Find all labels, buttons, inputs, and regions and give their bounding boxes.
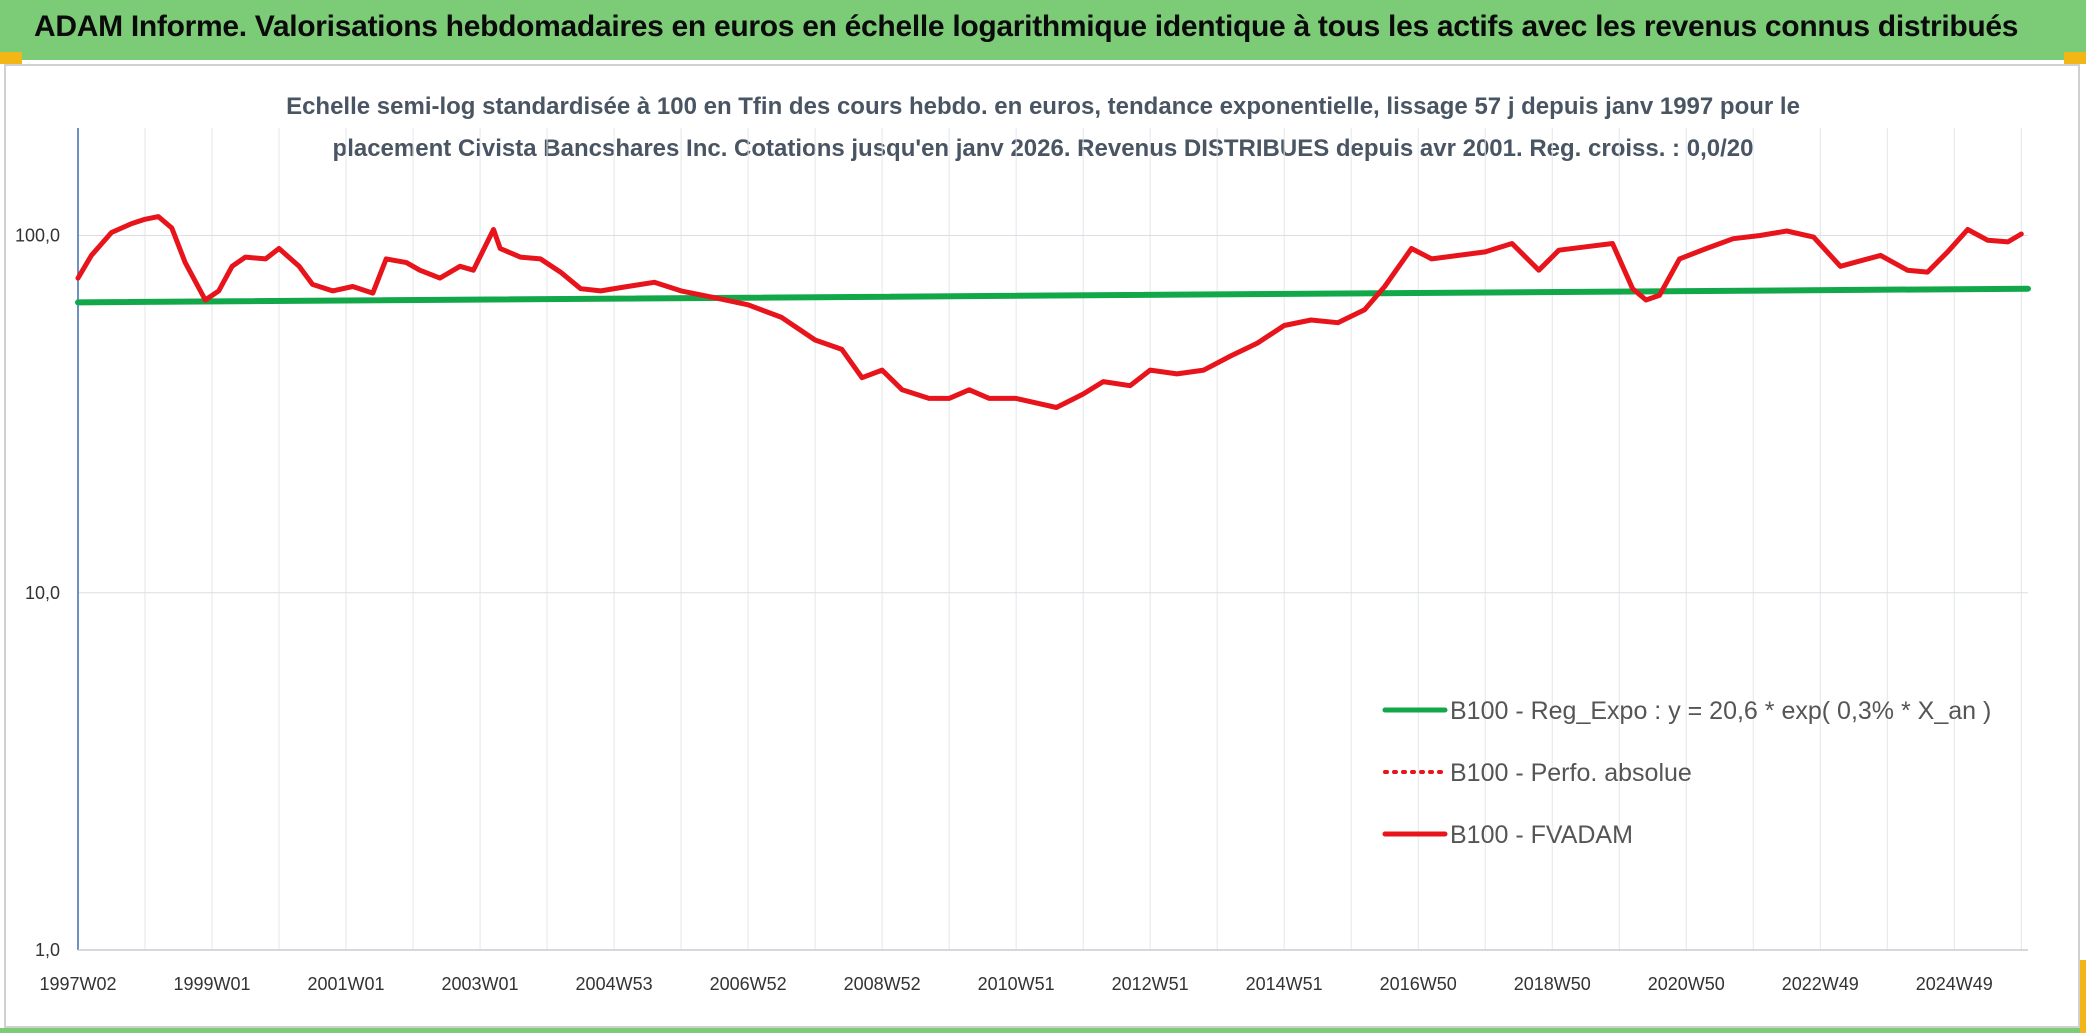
x-tick-label: 2010W51	[978, 974, 1055, 994]
series	[75, 214, 2031, 410]
chart-frame	[4, 64, 2080, 1028]
legend-label: B100 - Perfo. absolue	[1450, 759, 1692, 787]
corner-accent-right	[2064, 52, 2086, 64]
x-tick-label: 2022W49	[1782, 974, 1859, 994]
chart-subtitle: Echelle semi-log standardisée à 100 en T…	[286, 93, 1800, 162]
legend-label: B100 - Reg_Expo : y = 20,6 * exp( 0,3% *…	[1450, 697, 1991, 725]
x-tick-label: 2004W53	[576, 974, 653, 994]
series-line-fvadam	[75, 214, 2024, 410]
y-tick-label: 100,0	[15, 226, 60, 246]
y-tick-label: 10,0	[25, 583, 60, 603]
chart-subtitle-line-2: placement Civista Bancshares Inc. Cotati…	[333, 135, 1754, 162]
page-title: ADAM Informe. Valorisations hebdomadaire…	[34, 10, 2019, 43]
legend-label: B100 - FVADAM	[1450, 821, 1633, 849]
x-tick-label: 2006W52	[710, 974, 787, 994]
x-tick-label: 2024W49	[1916, 974, 1993, 994]
axes: 1,0 10,0 100,0 1997W02 1999W01 2001W01 2003W01…	[15, 128, 2028, 994]
x-tick-label: 1997W02	[39, 974, 116, 994]
y-tick-label: 1,0	[35, 940, 60, 960]
corner-accent-left	[0, 52, 22, 64]
x-tick-label: 2016W50	[1380, 974, 1457, 994]
title-banner: ADAM Informe. Valorisations hebdomadaire…	[0, 0, 2086, 60]
x-tick-label: 2003W01	[442, 974, 519, 994]
bottom-bar	[0, 1028, 2086, 1033]
x-tick-label: 2018W50	[1514, 974, 1591, 994]
series-line-reg-expo	[75, 285, 2031, 306]
legend: B100 - Reg_Expo : y = 20,6 * exp( 0,3% *…	[1382, 697, 1991, 849]
x-tick-label: 1999W01	[173, 974, 250, 994]
x-tick-label: 2014W51	[1246, 974, 1323, 994]
corner-accent-bottom-right	[2080, 960, 2086, 1033]
x-tick-label: 2008W52	[844, 974, 921, 994]
chart-subtitle-line-1: Echelle semi-log standardisée à 100 en T…	[286, 93, 1800, 120]
x-tick-label: 2012W51	[1112, 974, 1189, 994]
x-tick-label: 2020W50	[1648, 974, 1725, 994]
x-tick-label: 2001W01	[308, 974, 385, 994]
grid	[77, 128, 2028, 951]
